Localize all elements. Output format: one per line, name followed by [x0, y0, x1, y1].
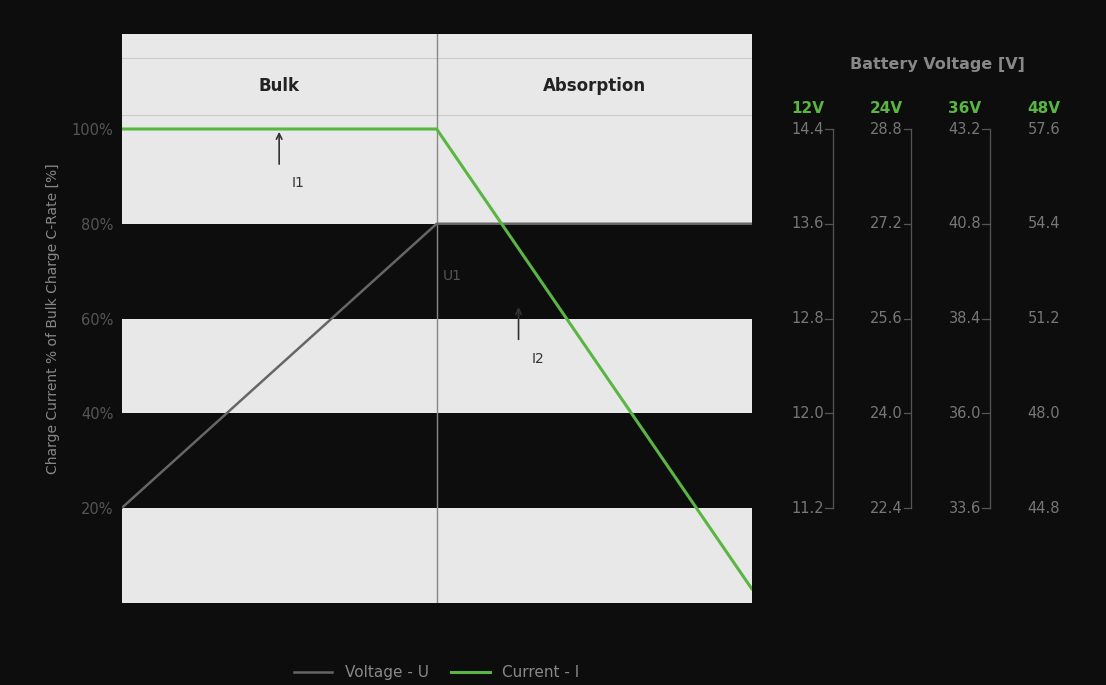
Bar [122, 224, 752, 319]
Text: 48V: 48V [1027, 101, 1061, 116]
Text: 36V: 36V [949, 101, 981, 116]
Text: 48.0: 48.0 [1027, 406, 1060, 421]
Text: 12V: 12V [791, 101, 824, 116]
Text: Battery Voltage [V]: Battery Voltage [V] [851, 57, 1025, 72]
Text: 14.4: 14.4 [791, 121, 824, 136]
Text: Bulk: Bulk [259, 77, 300, 95]
Text: 12.0: 12.0 [791, 406, 824, 421]
Text: U1: U1 [442, 269, 462, 283]
Text: 40.8: 40.8 [949, 216, 981, 232]
Bar [122, 34, 752, 115]
Text: 38.4: 38.4 [949, 311, 981, 326]
Bar [122, 319, 752, 413]
Y-axis label: Charge Current % of Bulk Charge C-Rate [%]: Charge Current % of Bulk Charge C-Rate [… [46, 163, 61, 474]
Text: 43.2: 43.2 [949, 121, 981, 136]
Text: 33.6: 33.6 [949, 501, 981, 516]
Text: 13.6: 13.6 [791, 216, 824, 232]
Text: 24V: 24V [869, 101, 902, 116]
Text: 36.0: 36.0 [949, 406, 981, 421]
Text: 24.0: 24.0 [870, 406, 902, 421]
Text: 22.4: 22.4 [870, 501, 902, 516]
Text: 57.6: 57.6 [1027, 121, 1060, 136]
Bar [122, 508, 752, 603]
Text: 51.2: 51.2 [1027, 311, 1060, 326]
Bar [122, 115, 752, 224]
Bar [122, 413, 752, 508]
Text: 25.6: 25.6 [870, 311, 902, 326]
Text: 44.8: 44.8 [1027, 501, 1060, 516]
Legend: Voltage - U, Current - I: Voltage - U, Current - I [288, 659, 585, 685]
Text: 28.8: 28.8 [870, 121, 902, 136]
Text: 11.2: 11.2 [791, 501, 824, 516]
Text: I1: I1 [292, 177, 304, 190]
Text: I2: I2 [531, 351, 544, 366]
Text: 54.4: 54.4 [1027, 216, 1060, 232]
Text: 27.2: 27.2 [869, 216, 902, 232]
Text: Absorption: Absorption [543, 77, 646, 95]
Text: 12.8: 12.8 [791, 311, 824, 326]
